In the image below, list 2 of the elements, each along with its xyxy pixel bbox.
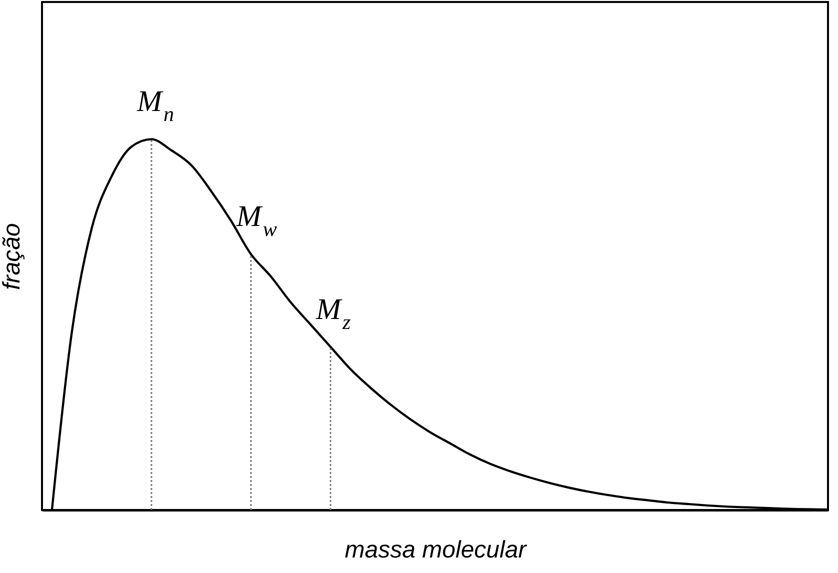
x-axis-title: massa molecular	[344, 536, 528, 564]
y-axis-title: fração	[0, 223, 26, 290]
